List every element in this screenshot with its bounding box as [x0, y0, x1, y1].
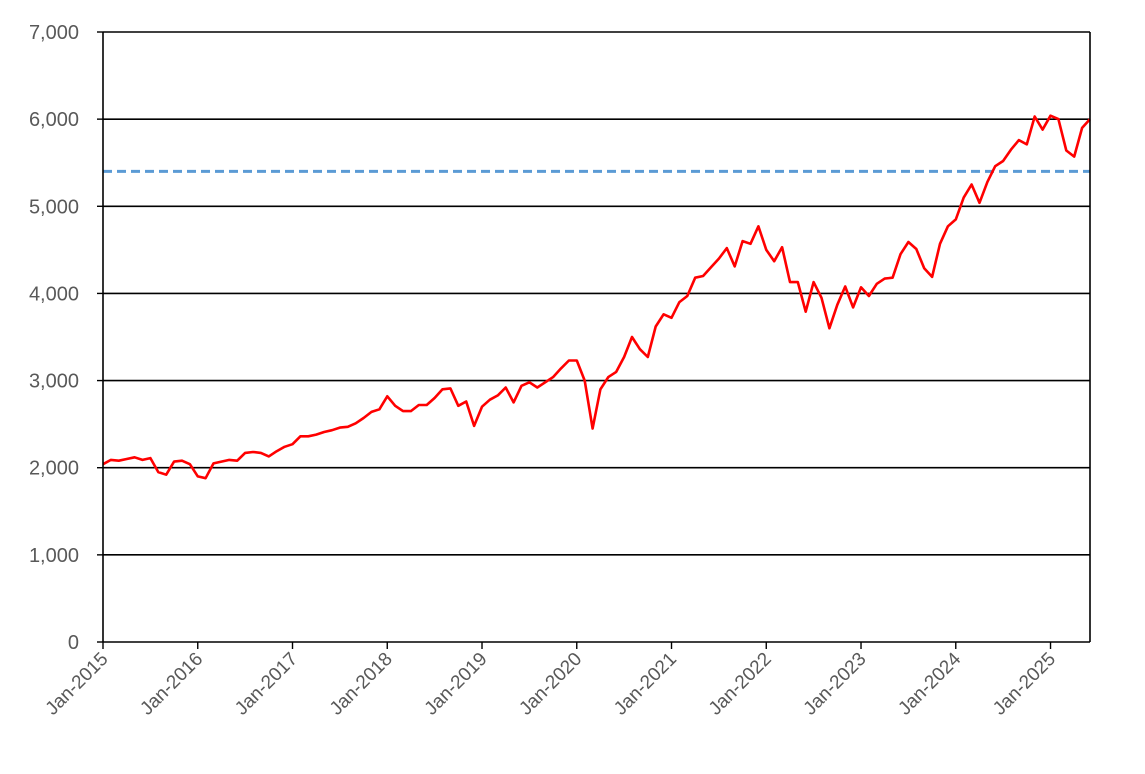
- x-tick-label: Jan-2024: [894, 648, 965, 719]
- y-tick-label: 6,000: [29, 109, 79, 131]
- x-tick-label: Jan-2016: [136, 649, 207, 720]
- x-tick-label: Jan-2021: [610, 649, 681, 720]
- axes: [97, 31, 1091, 649]
- x-tick-label: Jan-2017: [231, 649, 302, 720]
- y-tick-label: 0: [68, 632, 79, 654]
- x-tick-label: Jan-2025: [989, 649, 1060, 720]
- y-tick-label: 1,000: [29, 545, 79, 567]
- x-tick-label: Jan-2023: [800, 649, 871, 720]
- gridlines: [103, 31, 1090, 556]
- y-tick-label: 7,000: [29, 22, 79, 44]
- x-tick-labels: Jan-2015 Jan-2016 Jan-2017 Jan-2018 Jan-2019…: [42, 648, 1060, 719]
- x-tick-label: Jan-2022: [705, 649, 776, 720]
- y-tick-label: 3,000: [29, 371, 79, 393]
- x-tick-label: Jan-2019: [421, 649, 492, 720]
- y-tick-label: 5,000: [29, 196, 79, 218]
- series-layer: [102, 114, 1091, 480]
- y-tick-labels: 0 1,000 2,000 3,000 4,000 5,000 6,000 7,000: [29, 22, 79, 654]
- y-tick-label: 4,000: [29, 283, 79, 305]
- series-line-0: [102, 114, 1091, 480]
- x-tick-label: Jan-2020: [515, 649, 586, 720]
- y-tick-label: 2,000: [29, 458, 79, 480]
- x-tick-label: Jan-2015: [42, 649, 113, 720]
- x-tick-label: Jan-2018: [326, 649, 397, 720]
